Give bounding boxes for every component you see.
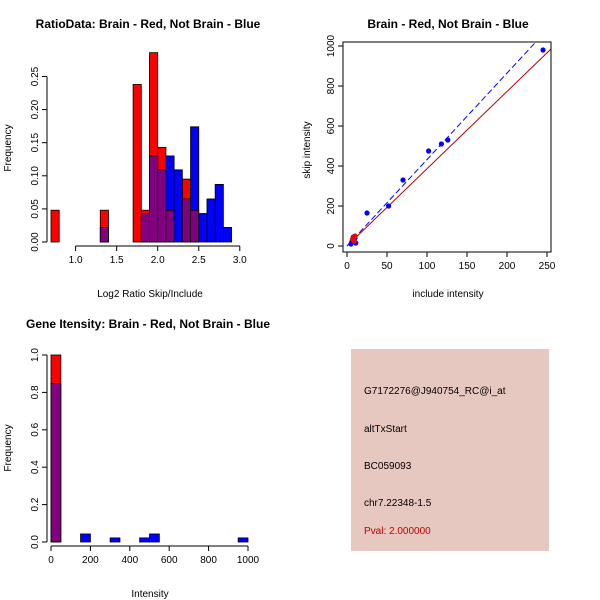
chart2-point-not-brain [386, 203, 392, 209]
chart3-bar-not-brain [237, 537, 249, 543]
chart2-ytick-label: 400 [326, 157, 337, 174]
chart2-point-brain [350, 236, 356, 242]
chart3-xtick-label: 0 [48, 555, 54, 566]
chart1-bar-not-brain [206, 198, 216, 243]
chart1-bar-not-brain [214, 183, 224, 243]
chart1-xtick-label: 1.0 [69, 255, 83, 266]
chart2-xtick-label: 150 [459, 261, 476, 272]
chart1-bar-not-brain [165, 155, 175, 211]
chart3-bar-not-brain [80, 533, 91, 543]
chart1-bar-brain [50, 209, 60, 243]
chart3-xtick-label: 200 [82, 555, 99, 566]
chart1-bar-not-brain [198, 213, 208, 243]
accession: BC059093 [364, 461, 412, 472]
info-panel: G7172276@J940754_RC@i_at altTxStart BC05… [351, 349, 549, 551]
chart1-xtick-label: 2.5 [192, 255, 206, 266]
chart2-ytick-label: 200 [326, 197, 337, 214]
chart2-xtick-label: 250 [539, 261, 556, 272]
genomic-location: chr7.22348-1.5 [364, 498, 432, 509]
chart1-bar-overlap [190, 209, 200, 243]
chart1-bar-overlap [149, 155, 159, 243]
chart1-bar-overlap [99, 227, 109, 243]
chart3-xtick-label: 400 [121, 555, 138, 566]
chart2-xtick-label: 100 [419, 261, 436, 272]
chart1-bar-overlap [140, 213, 150, 243]
chart3-ytick-label: 0.4 [30, 460, 41, 474]
chart3-bar-overlap [50, 383, 62, 543]
chart1-ytick-label: 0.20 [30, 99, 41, 119]
chart2-xtick-label: 200 [499, 261, 516, 272]
chart2-ytick-label: 800 [326, 77, 337, 94]
chart1-bar-overlap [165, 209, 175, 243]
chart1-title: RatioData: Brain - Red, Not Brain - Blue [36, 17, 261, 31]
chart3-xtick-label: 600 [161, 555, 178, 566]
chart1-ytick-label: 0.05 [30, 199, 41, 219]
chart2-point-not-brain [426, 148, 432, 154]
chart2-ytick-label: 1000 [326, 34, 337, 57]
chart2-xtick-label: 0 [344, 261, 350, 272]
chart2-point-not-brain [445, 137, 451, 143]
chart3-ytick-label: 1.0 [30, 348, 41, 362]
chart3-xlabel: Intensity [131, 589, 168, 600]
chart1-ylabel: Frequency [3, 124, 14, 171]
chart1-bar-not-brain [190, 126, 200, 211]
chart1-xtick-label: 3.0 [233, 255, 247, 266]
chart3-ytick-label: 0.6 [30, 422, 41, 436]
chart2-point-not-brain [364, 210, 370, 216]
chart2-title: Brain - Red, Not Brain - Blue [367, 17, 529, 31]
chart1-bar-overlap [157, 169, 167, 243]
chart3-bar-not-brain [149, 533, 160, 543]
chart1-bar-overlap [181, 198, 191, 243]
chart2-point-not-brain [438, 141, 444, 147]
chart2-xtick-label: 50 [381, 261, 393, 272]
chart1-ytick-label: 0.00 [30, 232, 41, 252]
pval-text: Pval: 2.000000 [364, 526, 431, 537]
chart3-ytick-label: 0.8 [30, 385, 41, 399]
chart1-bar-not-brain [173, 169, 183, 243]
chart3-bar-not-brain [139, 537, 150, 543]
chart1-bar-brain [132, 84, 142, 243]
chart2-point-not-brain [400, 177, 406, 183]
probe-id: G7172276@J940754_RC@i_at [364, 386, 506, 397]
chart3-xtick-label: 800 [200, 555, 217, 566]
chart1-ytick-label: 0.10 [30, 166, 41, 186]
chart2-plot-box [342, 41, 552, 253]
chart2-ylabel: skip intensity [302, 121, 313, 178]
chart1-xtick-label: 1.5 [110, 255, 124, 266]
chart2-point-not-brain [540, 47, 546, 53]
chart2-fit-line-brain [346, 48, 552, 247]
chart3-bar-not-brain [109, 537, 121, 543]
chart1-ytick-label: 0.15 [30, 133, 41, 153]
chart3-title: Gene Itensity: Brain - Red, Not Brain - … [26, 317, 270, 331]
chart2-xlabel: include intensity [412, 289, 483, 300]
chart1-bar-not-brain [222, 227, 232, 243]
chart3-ytick-label: 0.2 [30, 497, 41, 511]
event-type: altTxStart [364, 424, 407, 435]
chart2-ytick-label: 0 [326, 243, 337, 249]
chart3-ylabel: Frequency [3, 424, 14, 471]
chart3-ytick-label: 0.0 [30, 535, 41, 549]
chart2-ytick-label: 600 [326, 117, 337, 134]
chart3-xtick-label: 1000 [237, 555, 260, 566]
chart1-ytick-label: 0.25 [30, 66, 41, 86]
chart1-xtick-label: 2.0 [151, 255, 165, 266]
chart1-xlabel: Log2 Ratio Skip/Include [97, 289, 203, 300]
